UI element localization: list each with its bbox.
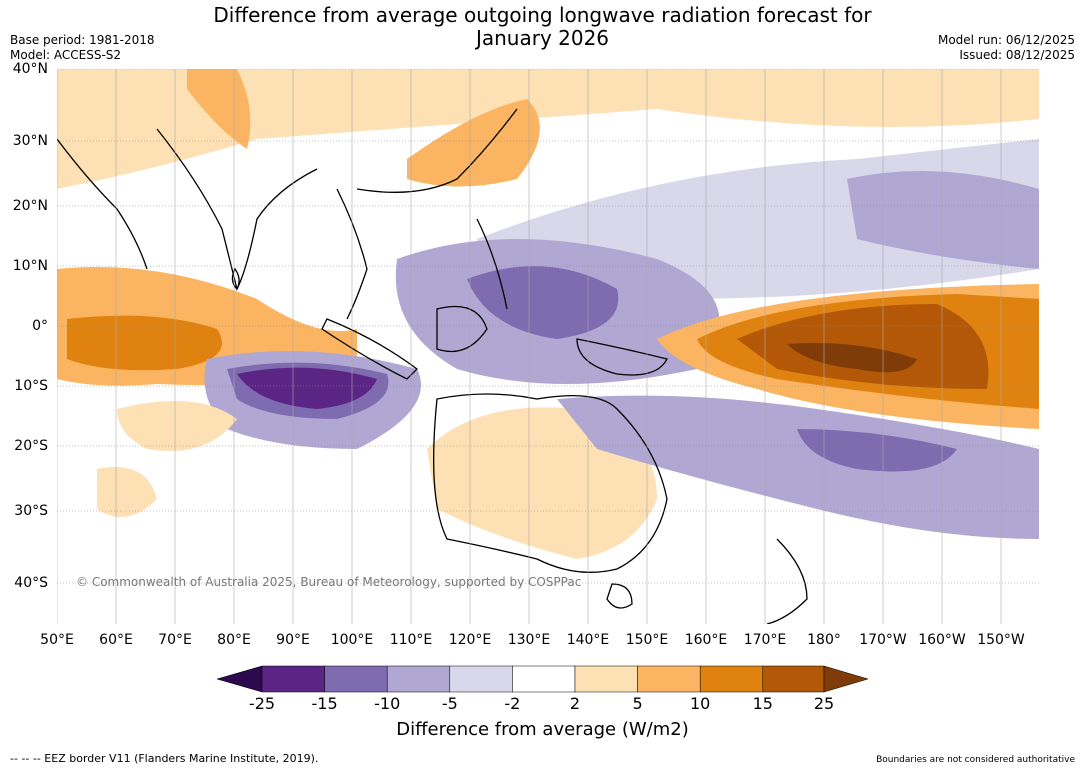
coastline-borneo <box>436 305 488 353</box>
colorbar-svg <box>216 665 869 693</box>
colorbar-tick: 2 <box>569 694 581 713</box>
map <box>57 69 1039 624</box>
positive-himalaya <box>187 69 251 149</box>
model-name: Model: ACCESS-S2 <box>10 48 122 62</box>
colorbar-bin <box>324 665 388 693</box>
positive-pacific-peak <box>787 343 917 373</box>
lat-label: 40°N <box>12 61 48 77</box>
coastline-indochina <box>336 188 368 320</box>
base-period: Base period: 1981-2018 <box>10 33 155 47</box>
model-run: Model run: 06/12/2025 <box>937 33 1075 47</box>
coastline-new-zealand <box>766 538 808 624</box>
colorbar-tick: 25 <box>813 694 835 713</box>
colorbar-tick: -5 <box>441 694 458 713</box>
colorbar-bin <box>386 665 451 693</box>
colorbar-bin <box>762 665 825 693</box>
boundaries-note: Boundaries are not considered authoritat… <box>876 755 1075 765</box>
colorbar-label: Difference from average (W/m2) <box>396 719 689 740</box>
lon-label: 100°E <box>330 632 374 648</box>
positive-south-indian-patch <box>117 401 237 451</box>
meta-right: Model run: 06/12/2025 Issued: 08/12/2025 <box>938 33 1075 63</box>
coastline-china <box>356 108 518 193</box>
negative-south-indian-core <box>237 367 377 409</box>
anomaly-shading <box>57 69 1039 559</box>
positive-south-indian-patch-2 <box>97 467 157 517</box>
colorbar-tick: -2 <box>504 694 521 713</box>
lon-label: 160°W <box>918 632 966 648</box>
lat-label: 0° <box>32 318 48 334</box>
lon-label: 170°E <box>743 632 787 648</box>
copyright-notice: © Commonwealth of Australia 2025, Bureau… <box>76 575 582 589</box>
lon-label: 150°E <box>625 632 669 648</box>
lon-label: 170°W <box>859 632 907 648</box>
positive-band-north <box>57 69 1039 189</box>
colorbar-tick: -25 <box>248 694 276 713</box>
lon-label: 70°E <box>158 632 192 648</box>
lon-label: 120°E <box>448 632 492 648</box>
coastlines <box>57 108 808 624</box>
lon-label: 50°E <box>40 632 74 648</box>
colorbar-bin <box>637 665 701 693</box>
positive-core-north <box>407 99 540 187</box>
lon-label: 60°E <box>99 632 133 648</box>
coastline-australia <box>433 393 668 573</box>
colorbar-bin <box>512 665 576 693</box>
lon-label: 140°E <box>566 632 610 648</box>
lat-label: 30°N <box>12 133 48 149</box>
coastline-new-guinea <box>576 338 668 376</box>
colorbar-max-arrow <box>823 665 869 693</box>
coastline-tasmania <box>606 583 633 609</box>
coastline-sumatra <box>321 318 418 380</box>
colorbar-bin <box>574 665 638 693</box>
lon-label: 80°E <box>217 632 251 648</box>
lon-label: 160°E <box>684 632 728 648</box>
positive-indian-core <box>67 315 222 371</box>
gridlines-vertical <box>57 69 1002 624</box>
lat-label: 30°S <box>14 503 48 519</box>
coastline-sri-lanka <box>231 267 240 291</box>
coastline-philippines <box>476 218 508 310</box>
colorbar-bin <box>261 665 325 693</box>
map-svg <box>57 69 1039 624</box>
lat-label: 10°S <box>14 378 48 394</box>
negative-south-pacific <box>557 395 1039 539</box>
lat-label: 10°N <box>12 258 48 274</box>
coastline-arabia <box>57 138 148 270</box>
lat-label: 40°S <box>14 575 48 591</box>
meta-left: Base period: 1981-2018 Model: ACCESS-S2 <box>10 33 155 63</box>
colorbar-bin <box>449 665 513 693</box>
lon-label: 90°E <box>276 632 310 648</box>
colorbar <box>216 665 869 697</box>
lon-label: 150°W <box>977 632 1025 648</box>
lon-label: 180° <box>807 632 841 648</box>
colorbar-tick: -15 <box>311 694 338 713</box>
lat-label: 20°N <box>12 198 48 214</box>
negative-maritime-core <box>467 266 619 339</box>
title-line-1: Difference from average outgoing longwav… <box>213 3 872 27</box>
lon-label: 110°E <box>389 632 433 648</box>
negative-core-north-pacific <box>847 171 1039 269</box>
colorbar-min-arrow <box>216 665 263 693</box>
colorbar-tick: 15 <box>752 694 773 713</box>
negative-south-pacific-core <box>797 429 957 472</box>
colorbar-bin <box>699 665 764 693</box>
title-line-2: January 2026 <box>475 26 610 50</box>
chart-title: Difference from average outgoing longwav… <box>0 4 1085 50</box>
lat-label: 20°S <box>14 438 48 454</box>
lon-label: 130°E <box>507 632 551 648</box>
eez-note: -- -- -- EEZ border V11 (Flanders Marine… <box>10 752 319 765</box>
colorbar-tick: -10 <box>374 694 401 713</box>
issued-date: Issued: 08/12/2025 <box>959 48 1075 62</box>
colorbar-tick: 5 <box>632 694 643 713</box>
colorbar-tick: 10 <box>690 694 711 713</box>
